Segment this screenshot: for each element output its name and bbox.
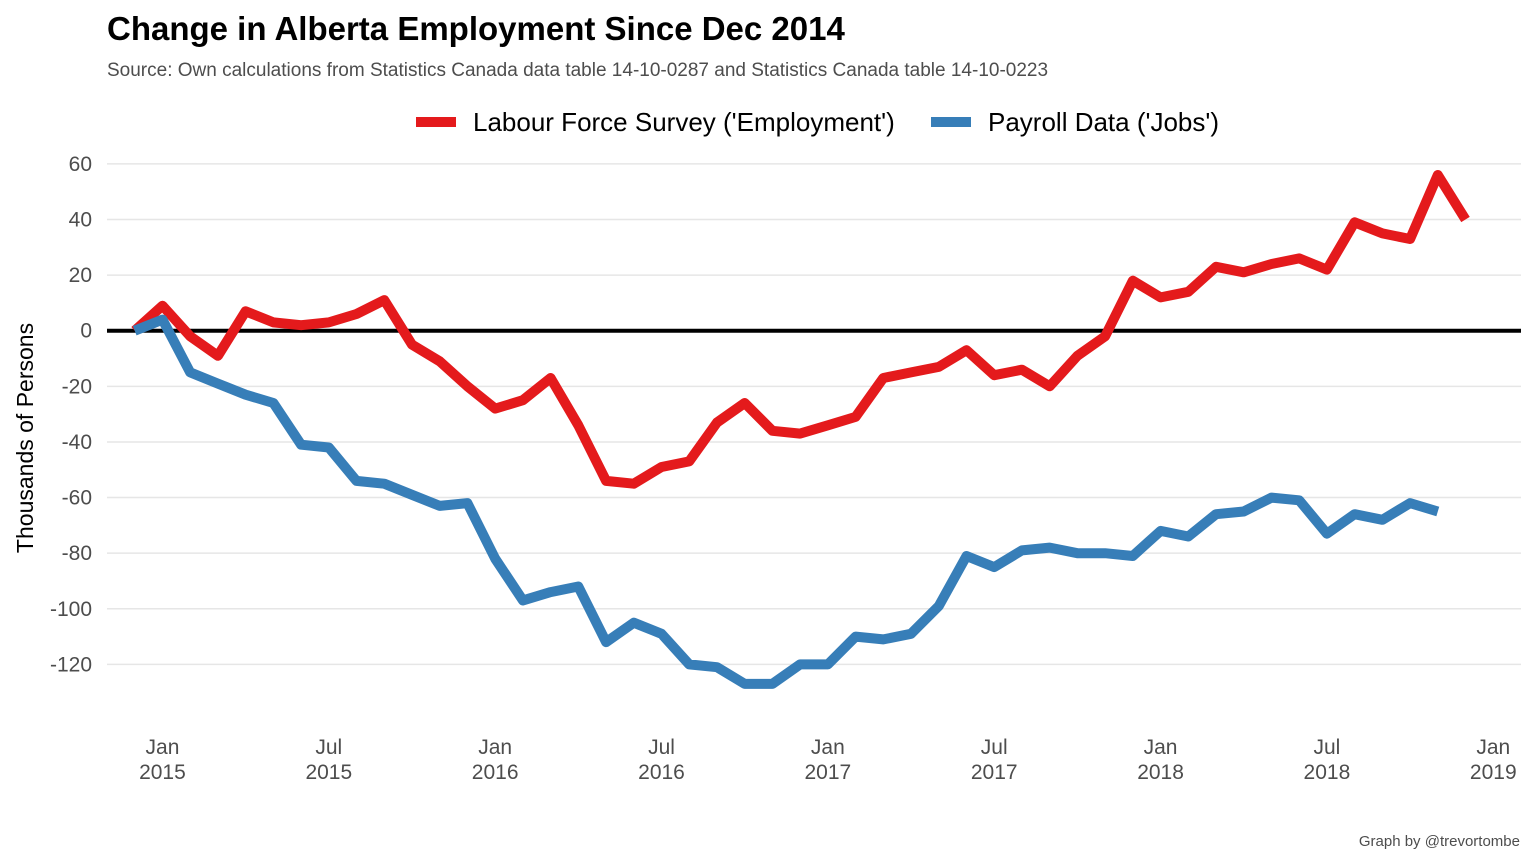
- legend-label: Labour Force Survey ('Employment'): [473, 107, 895, 137]
- x-tick-year: 2016: [638, 761, 685, 784]
- y-tick-label: 40: [69, 209, 92, 232]
- y-tick-label: -20: [62, 375, 92, 398]
- y-tick-label: -100: [50, 598, 92, 621]
- x-tick-year: 2019: [1470, 761, 1517, 784]
- legend-label: Payroll Data ('Jobs'): [988, 107, 1219, 137]
- grid-lines: [107, 163, 1521, 666]
- y-axis-ticks: 60 40 20 0 -20 -40 -60 -80 -100 -120: [50, 153, 92, 676]
- x-tick-month: Jan: [146, 736, 180, 759]
- x-tick-year: 2018: [1137, 761, 1184, 784]
- x-tick-month: Jan: [1144, 736, 1178, 759]
- y-tick-label: 20: [69, 264, 92, 287]
- series-lines: [131, 170, 1470, 689]
- legend: Labour Force Survey ('Employment') Payrol…: [416, 107, 1219, 137]
- x-tick-month: Jul: [981, 736, 1008, 759]
- x-tick-year: 2016: [472, 761, 519, 784]
- chart-caption: Graph by @trevortombe: [1358, 833, 1520, 850]
- y-tick-label: -120: [50, 653, 92, 676]
- y-tick-label: -60: [62, 487, 92, 510]
- y-tick-label: 60: [69, 153, 92, 176]
- chart-title: Change in Alberta Employment Since Dec 2…: [107, 10, 845, 47]
- chart-subtitle: Source: Own calculations from Statistics…: [107, 60, 1049, 81]
- y-tick-label: 0: [80, 320, 92, 343]
- series-line-lfs: [131, 170, 1470, 489]
- y-tick-label: -40: [62, 431, 92, 454]
- x-tick-month: Jan: [1476, 736, 1510, 759]
- y-axis-label: Thousands of Persons: [12, 323, 38, 553]
- x-tick-year: 2018: [1304, 761, 1351, 784]
- x-tick-month: Jan: [811, 736, 845, 759]
- x-tick-month: Jan: [478, 736, 512, 759]
- y-tick-label: -80: [62, 542, 92, 565]
- x-tick-year: 2017: [805, 761, 852, 784]
- series-line-payroll: [132, 314, 1440, 689]
- x-tick-year: 2015: [139, 761, 186, 784]
- x-tick-month: Jul: [1313, 736, 1340, 759]
- x-tick-year: 2017: [971, 761, 1018, 784]
- x-tick-year: 2015: [305, 761, 352, 784]
- x-tick-month: Jul: [648, 736, 675, 759]
- x-tick-month: Jul: [315, 736, 342, 759]
- x-axis-ticks: Jan2015Jul2015Jan2016Jul2016Jan2017Jul20…: [139, 736, 1517, 784]
